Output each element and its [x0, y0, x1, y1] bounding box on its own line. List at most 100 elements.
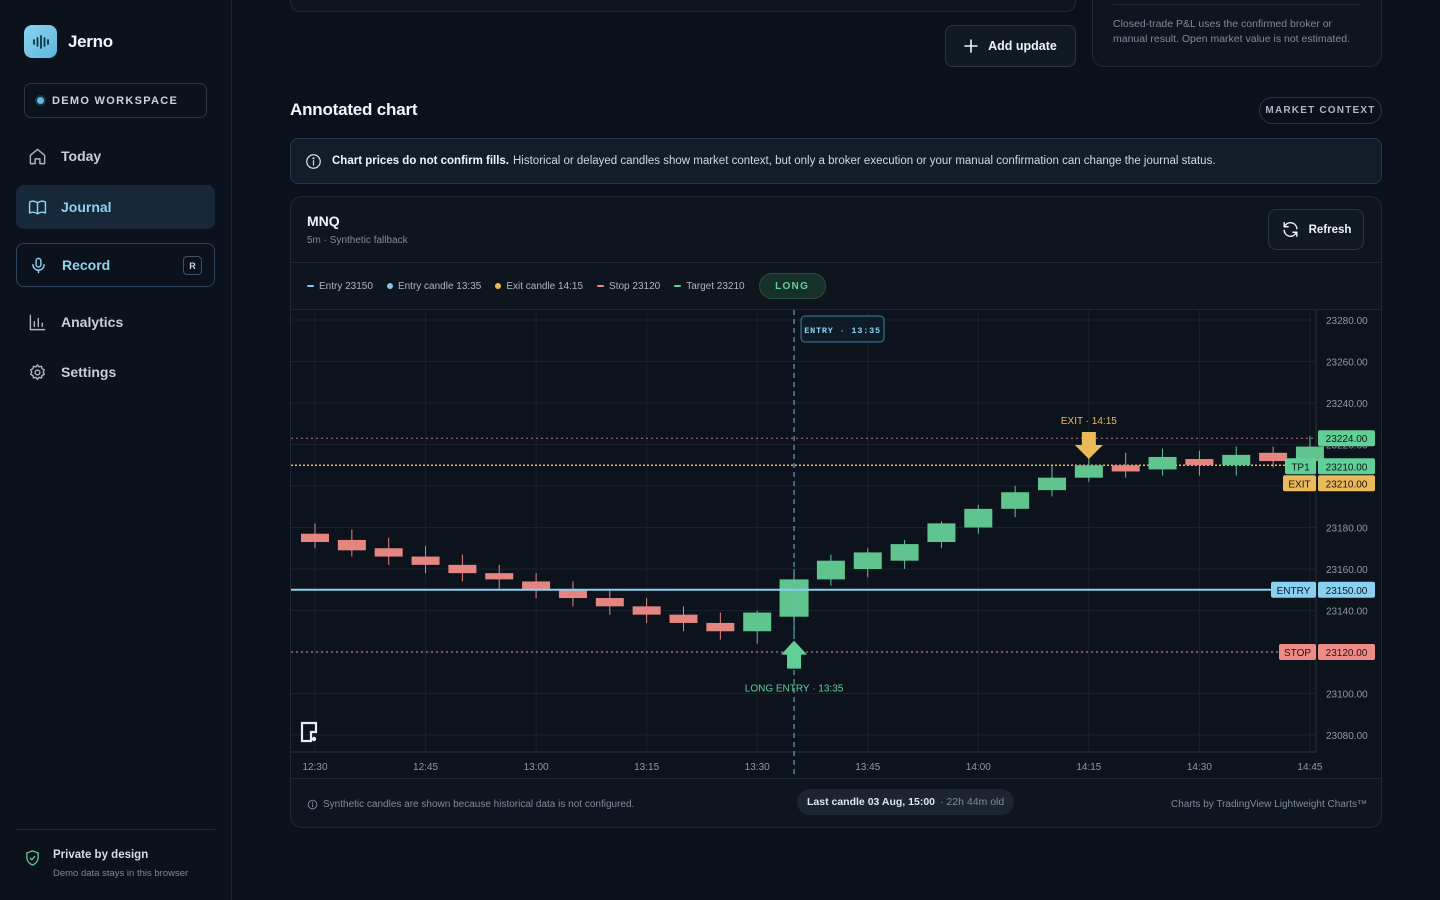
candle-body: [558, 589, 587, 599]
candlestick-chart[interactable]: 23280.0023260.0023240.0023220.0023180.00…: [291, 310, 1382, 778]
brand[interactable]: Jerno: [24, 25, 113, 58]
entry-side-tag-label: ENTRY: [1277, 586, 1311, 597]
nav-item-settings[interactable]: Settings: [16, 350, 215, 394]
nav-label-today: Today: [61, 148, 102, 164]
entry-time-tag: [800, 315, 885, 343]
legend-entry-candle-label: Entry candle 13:35: [397, 280, 482, 292]
x-tick-label: 12:30: [302, 762, 327, 773]
candle-body: [411, 556, 440, 565]
candle-body: [1111, 465, 1140, 472]
y-tick-label: 23100.00: [1326, 690, 1368, 701]
tradingview-logo-icon: [300, 721, 318, 743]
info-icon: [307, 799, 318, 809]
entry-price-tag: [1318, 581, 1375, 598]
add-update-label: Add update: [988, 39, 1057, 53]
bar-chart-icon: [29, 314, 46, 330]
tp1-price-tag-label: 23210.00: [1326, 462, 1368, 473]
legend-target-label: Target 23210: [686, 280, 745, 292]
privacy-title: Private by design: [53, 849, 149, 861]
gear-icon: [29, 363, 46, 380]
nav-label-analytics: Analytics: [61, 314, 124, 330]
y-tick-label: 23160.00: [1326, 565, 1368, 576]
candle-body: [706, 622, 735, 632]
stop-side-tag-label: STOP: [1284, 648, 1311, 659]
synthetic-note-text: Synthetic candles are shown because hist…: [323, 798, 635, 810]
candle-body: [337, 539, 366, 551]
legend-target-swatch: [674, 285, 682, 287]
last-price-tag: [1318, 430, 1375, 447]
refresh-icon: [1283, 222, 1298, 237]
nav-item-journal[interactable]: Journal: [16, 185, 215, 229]
add-update-button[interactable]: Add update: [945, 25, 1076, 67]
section-title: Annotated chart: [290, 100, 418, 119]
legend-target: Target 23210: [674, 280, 745, 292]
legend-entry-candle: Entry candle 13:35: [386, 280, 482, 292]
exit-price-tag: [1318, 475, 1375, 492]
candle-body: [301, 533, 329, 543]
notice-bold: Chart prices do not confirm fills.: [332, 155, 509, 167]
candle-body: [816, 560, 845, 580]
y-tick-label: 23140.00: [1326, 607, 1368, 618]
record-shortcut-badge: R: [183, 256, 202, 275]
candle-body: [1295, 446, 1324, 462]
x-tick-label: 13:15: [634, 762, 659, 773]
candle-body: [522, 581, 551, 590]
candle-body: [1001, 492, 1030, 509]
candle-body: [1222, 454, 1251, 466]
x-tick-label: 14:45: [1297, 762, 1322, 773]
candle-body: [485, 573, 514, 580]
chart-symbol: MNQ: [307, 213, 340, 229]
chart-attribution[interactable]: Charts by TradingView Lightweight Charts…: [1170, 798, 1367, 810]
refresh-button[interactable]: Refresh: [1268, 209, 1364, 250]
nav-item-analytics[interactable]: Analytics: [16, 300, 215, 344]
long-entry-label: LONG ENTRY · 13:35: [745, 684, 844, 695]
nav-item-record[interactable]: Record R: [16, 243, 215, 287]
workspace-label: DEMO WORKSPACE: [52, 94, 179, 107]
candle-body: [927, 523, 956, 543]
candle-body: [374, 548, 403, 557]
exit-arrow: [1074, 432, 1103, 460]
tp1-side-tag-label: TP1: [1291, 462, 1310, 473]
legend-exit-candle-swatch: [495, 283, 502, 289]
candle-body: [632, 606, 661, 615]
nav-label-record: Record: [62, 257, 111, 273]
nav-item-today[interactable]: Today: [16, 134, 215, 178]
exit-price-tag-label: 23210.00: [1326, 479, 1368, 490]
x-tick-label: 14:30: [1187, 762, 1212, 773]
book-icon: [28, 199, 47, 215]
chart-svg[interactable]: 23280.0023260.0023240.0023220.0023180.00…: [291, 310, 1382, 778]
plus-icon: [964, 39, 978, 53]
candle-body: [1185, 459, 1214, 466]
y-tick-label: 23280.00: [1326, 316, 1368, 327]
workspace-switcher[interactable]: DEMO WORKSPACE: [24, 83, 207, 118]
last-price-tag-label: 23224.00: [1326, 434, 1368, 445]
privacy-subtitle: Demo data stays in this browser: [53, 868, 189, 879]
exit-side-tag-label: EXIT: [1288, 479, 1310, 490]
exit-label: EXIT · 14:15: [1061, 416, 1117, 427]
x-tick-label: 14:15: [1076, 762, 1101, 773]
x-tick-label: 13:30: [745, 762, 770, 773]
x-tick-label: 12:45: [413, 762, 438, 773]
entry-price-tag-label: 23150.00: [1326, 586, 1368, 597]
chart-card: MNQ 5m · Synthetic fallback Refresh Entr…: [290, 196, 1382, 828]
legend-stop-swatch: [597, 285, 605, 287]
legend-entry-label: Entry 23150: [319, 280, 373, 292]
direction-badge: LONG: [758, 273, 826, 299]
y-tick-label: 23080.00: [1326, 731, 1368, 742]
chart-header: MNQ 5m · Synthetic fallback Refresh: [291, 197, 1381, 263]
last-candle-badge: Last candle 03 Aug, 15:00 · 22h 44m old: [797, 789, 1015, 815]
exit-side-tag: [1283, 475, 1316, 492]
entry-time-tag-label: ENTRY · 13:35: [804, 326, 881, 336]
sidebar: Jerno DEMO WORKSPACE Today Journal Recor…: [0, 0, 232, 900]
synthetic-note: Synthetic candles are shown because hist…: [307, 799, 634, 810]
y-tick-label: 23180.00: [1326, 524, 1368, 535]
candle-body: [1074, 465, 1103, 478]
legend-entry-swatch: [307, 285, 314, 287]
candle-body: [1259, 452, 1288, 462]
chart-legend: Entry 23150 Entry candle 13:35 Exit cand…: [291, 263, 1381, 310]
shield-check-icon: [26, 850, 39, 866]
waveform-logo-icon: [24, 25, 57, 58]
pnl-info-card: Closed-trade P&L uses the confirmed brok…: [1092, 0, 1382, 67]
mic-icon: [32, 257, 45, 273]
y-tick-label: 23240.00: [1326, 399, 1368, 410]
